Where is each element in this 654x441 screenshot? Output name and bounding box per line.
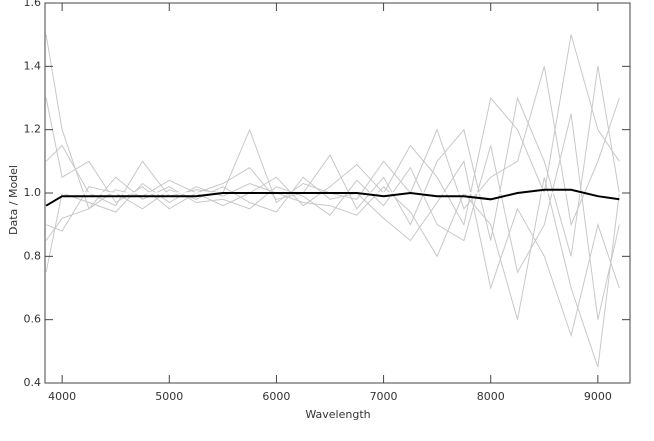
data-line [45,66,620,227]
x-tick-label: 5000 [155,390,183,403]
x-axis-label: Wavelength [305,408,370,421]
x-tick-label: 6000 [262,390,290,403]
x-tick-label: 9000 [584,390,612,403]
data-line [45,188,620,207]
x-tick-label: 7000 [370,390,398,403]
y-tick-label: 1.2 [24,123,42,136]
y-axis-label: Data / Model [7,165,20,235]
y-tick-label: 0.6 [24,313,42,326]
data-line [45,160,620,338]
y-tick-label: 1.6 [24,0,42,9]
data-line [45,177,620,368]
y-tick-label: 0.8 [24,249,42,262]
x-tick-label: 8000 [477,390,505,403]
data-line [45,34,620,227]
y-tick-label: 1.4 [24,59,42,72]
data-line [45,66,620,257]
data-line [45,113,620,320]
y-tick-label: 1.0 [24,186,42,199]
x-tick-label: 4000 [48,390,76,403]
y-tick-label: 0.4 [24,376,42,389]
